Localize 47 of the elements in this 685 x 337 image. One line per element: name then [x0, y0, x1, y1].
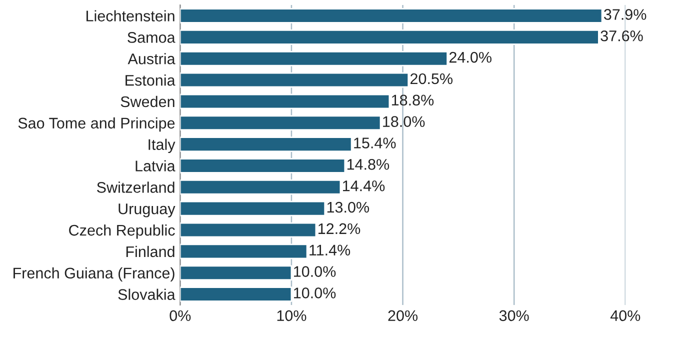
x-tick-label: 30% — [499, 310, 529, 322]
bar — [180, 8, 603, 24]
bar — [180, 94, 390, 110]
y-tick-label: Slovakia — [118, 288, 176, 300]
y-tick-label: Sweden — [120, 96, 174, 108]
y-tick-label: Samoa — [128, 32, 176, 43]
x-tick-label: 0% — [170, 310, 191, 322]
data-label: 10.0% — [294, 288, 336, 298]
data-label: 20.5% — [410, 73, 453, 84]
bar — [180, 72, 410, 88]
data-label: 10.0% — [294, 266, 336, 277]
bar — [180, 286, 292, 302]
bar — [180, 200, 326, 216]
bar — [180, 115, 382, 131]
data-label: 12.2% — [318, 223, 360, 234]
y-tick-label: Switzerland — [97, 182, 174, 193]
data-label: 14.8% — [347, 159, 390, 170]
bar — [180, 158, 346, 174]
x-tick-label: 40% — [610, 310, 640, 322]
bar — [180, 222, 317, 238]
y-tick-label: Italy — [148, 138, 176, 154]
data-label: 15.4% — [354, 138, 396, 148]
data-label: 18.8% — [392, 94, 434, 106]
x-tick-label: 10% — [277, 310, 306, 322]
y-tick-label: Latvia — [136, 160, 176, 172]
y-tick-label: Estonia — [126, 74, 176, 86]
y-tick-label: Liechtenstein — [86, 10, 174, 22]
data-label: 11.4% — [310, 244, 350, 256]
y-tick-label: Finland — [126, 246, 174, 258]
y-tick-label: Sao Tome and Principe — [18, 117, 175, 132]
bar — [180, 136, 352, 152]
bar — [180, 244, 308, 260]
data-label: 37.6% — [600, 30, 643, 42]
bar — [180, 180, 342, 195]
data-label: 13.0% — [327, 202, 370, 213]
data-label: 18.0% — [383, 116, 425, 127]
data-label: 14.4% — [343, 180, 385, 192]
y-tick-label: Czech Republic — [69, 224, 175, 239]
bar — [180, 50, 448, 66]
bar — [180, 265, 292, 281]
x-tick-label: 20% — [388, 310, 418, 322]
y-tick-label: French Guiana (France) — [14, 267, 174, 282]
y-tick-label: Uruguay — [118, 204, 176, 218]
y-tick-label: Austria — [128, 53, 176, 64]
data-label: 24.0% — [449, 52, 492, 63]
bar — [180, 30, 600, 45]
data-label: 37.9% — [604, 9, 646, 20]
